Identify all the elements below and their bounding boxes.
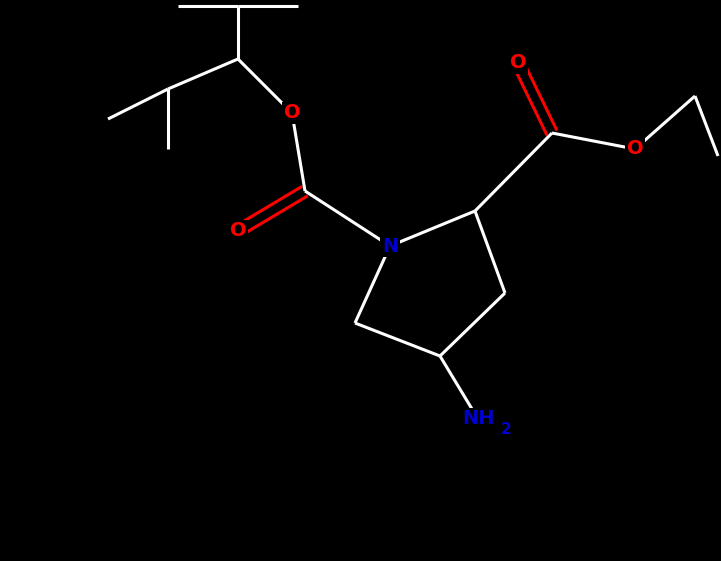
Text: O: O [510, 53, 526, 72]
Text: NH: NH [461, 410, 495, 429]
Text: O: O [627, 140, 643, 159]
Text: N: N [382, 237, 398, 255]
Text: 2: 2 [500, 421, 511, 436]
Text: O: O [283, 103, 301, 122]
Text: O: O [230, 222, 247, 241]
